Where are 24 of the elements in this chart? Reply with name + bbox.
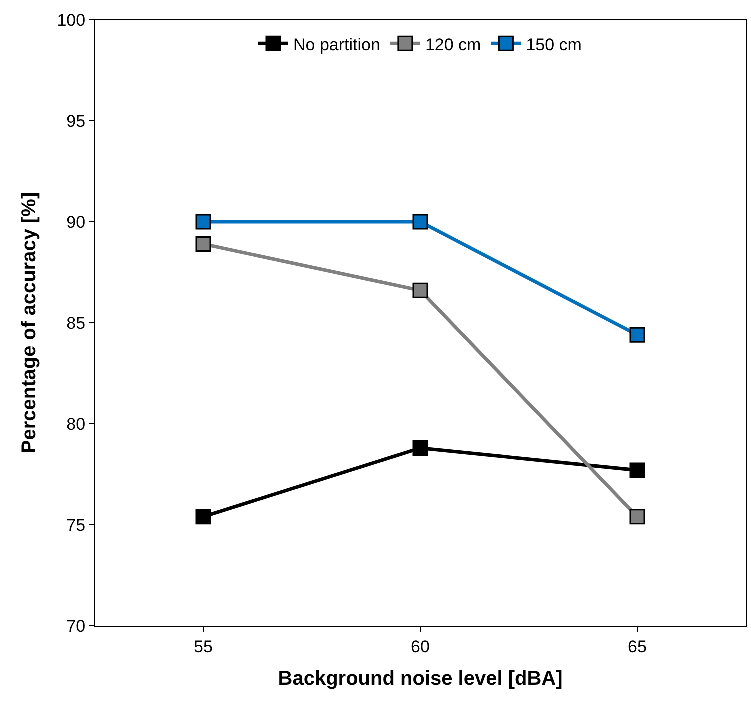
y-tick-label: 85	[66, 314, 86, 333]
point	[196, 214, 212, 230]
legend-label: 120 cm	[425, 35, 482, 54]
point	[630, 327, 646, 343]
y-tick-label: 90	[66, 212, 86, 232]
y-tick-label: 75	[66, 516, 86, 535]
y-tick-label: 100	[57, 10, 86, 30]
point	[630, 509, 646, 525]
x-axis-title: Background noise level [dBA]	[278, 668, 563, 690]
y-axis-title: Percentage of accuracy [%]	[18, 192, 41, 454]
x-tick-label: 60	[411, 637, 430, 656]
point	[196, 236, 212, 252]
point	[412, 214, 428, 230]
x-tick-label: 65	[628, 637, 647, 656]
point	[630, 462, 646, 478]
point	[412, 282, 428, 298]
x-tick-label: 55	[194, 637, 213, 656]
legend-label: 150 cm	[526, 35, 582, 54]
y-tick-label: 70	[66, 616, 86, 636]
point	[412, 440, 428, 456]
legend-label: No partition	[294, 35, 380, 54]
point	[196, 509, 212, 525]
y-tick-label: 80	[66, 414, 86, 434]
y-tick-label: 95	[66, 112, 86, 131]
